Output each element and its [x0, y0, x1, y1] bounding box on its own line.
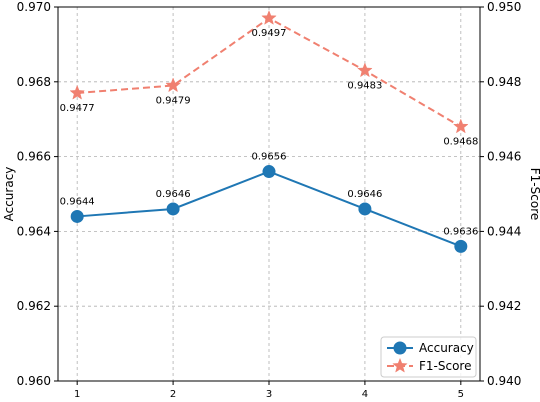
- accuracy-data-label: 0.9636: [443, 226, 478, 237]
- y-left-tick-label: 0.960: [17, 374, 51, 388]
- accuracy-point: [262, 165, 276, 179]
- y-left-tick-label: 0.966: [17, 150, 51, 164]
- legend: Accuracy F1-Score: [380, 336, 477, 378]
- legend-accuracy-marker: [393, 341, 407, 355]
- accuracy-point: [358, 202, 372, 216]
- f1-score-point: [453, 118, 469, 134]
- data-labels: 0.9644 0.9646 0.9656 0.9646 0.9636 0.9477 0.94…: [60, 28, 479, 237]
- y-left-tick-label: 0.970: [17, 0, 51, 14]
- y-right-tick-label: 0.950: [487, 0, 521, 14]
- x-tick-label: 4: [362, 389, 368, 400]
- f1-score-point: [165, 77, 181, 93]
- legend-marker-shape: [393, 341, 407, 355]
- y-left-tick-label: 0.962: [17, 299, 51, 313]
- y-right-tick-label: 0.944: [487, 224, 521, 238]
- accuracy-point: [166, 202, 180, 216]
- accuracy-data-label: 0.9646: [156, 189, 191, 200]
- legend-marker-shape: [392, 357, 408, 373]
- legend-f1-score-label: F1-Score: [419, 359, 471, 373]
- y-axis-left-label: Accuracy: [2, 167, 16, 222]
- f1-score-data-label: 0.9483: [347, 81, 382, 92]
- accuracy-point: [454, 239, 468, 253]
- accuracy-data-label: 0.9644: [60, 196, 95, 207]
- f1-score-data-label: 0.9497: [252, 28, 287, 39]
- y-left-tick-label: 0.964: [17, 224, 51, 238]
- accuracy-data-label: 0.9646: [347, 189, 382, 200]
- y-right-tick-label: 0.946: [487, 150, 521, 164]
- f1-score-data-label: 0.9468: [443, 137, 478, 148]
- f1-score-data-label: 0.9479: [156, 96, 191, 107]
- y-left-tick-label: 0.968: [17, 75, 51, 89]
- f1-score-point: [357, 62, 373, 78]
- y-right-tick-label: 0.948: [487, 75, 521, 89]
- x-tick-label: 1: [74, 389, 80, 400]
- y-right-tick-label: 0.940: [487, 374, 521, 388]
- x-tick-label: 2: [170, 389, 176, 400]
- f1-score-point: [69, 84, 85, 100]
- grid: [58, 6, 480, 382]
- accuracy-point: [70, 209, 84, 223]
- y-right-tick-label: 0.942: [487, 299, 521, 313]
- legend-accuracy-label: Accuracy: [419, 341, 474, 355]
- f1-score-data-label: 0.9477: [60, 103, 95, 114]
- series-layer: [69, 10, 469, 253]
- x-tick-label: 3: [266, 389, 272, 400]
- accuracy-data-label: 0.9656: [252, 152, 287, 163]
- f1-score-point: [261, 10, 277, 25]
- axes: 1 2 3 4 5 0.960 0.962 0.964 0.966 0.968 0.970 0.940…: [17, 0, 522, 400]
- y-axis-right-label: F1-Score: [528, 168, 540, 220]
- legend-f1-score-marker: [392, 357, 408, 373]
- x-tick-label: 5: [458, 389, 464, 400]
